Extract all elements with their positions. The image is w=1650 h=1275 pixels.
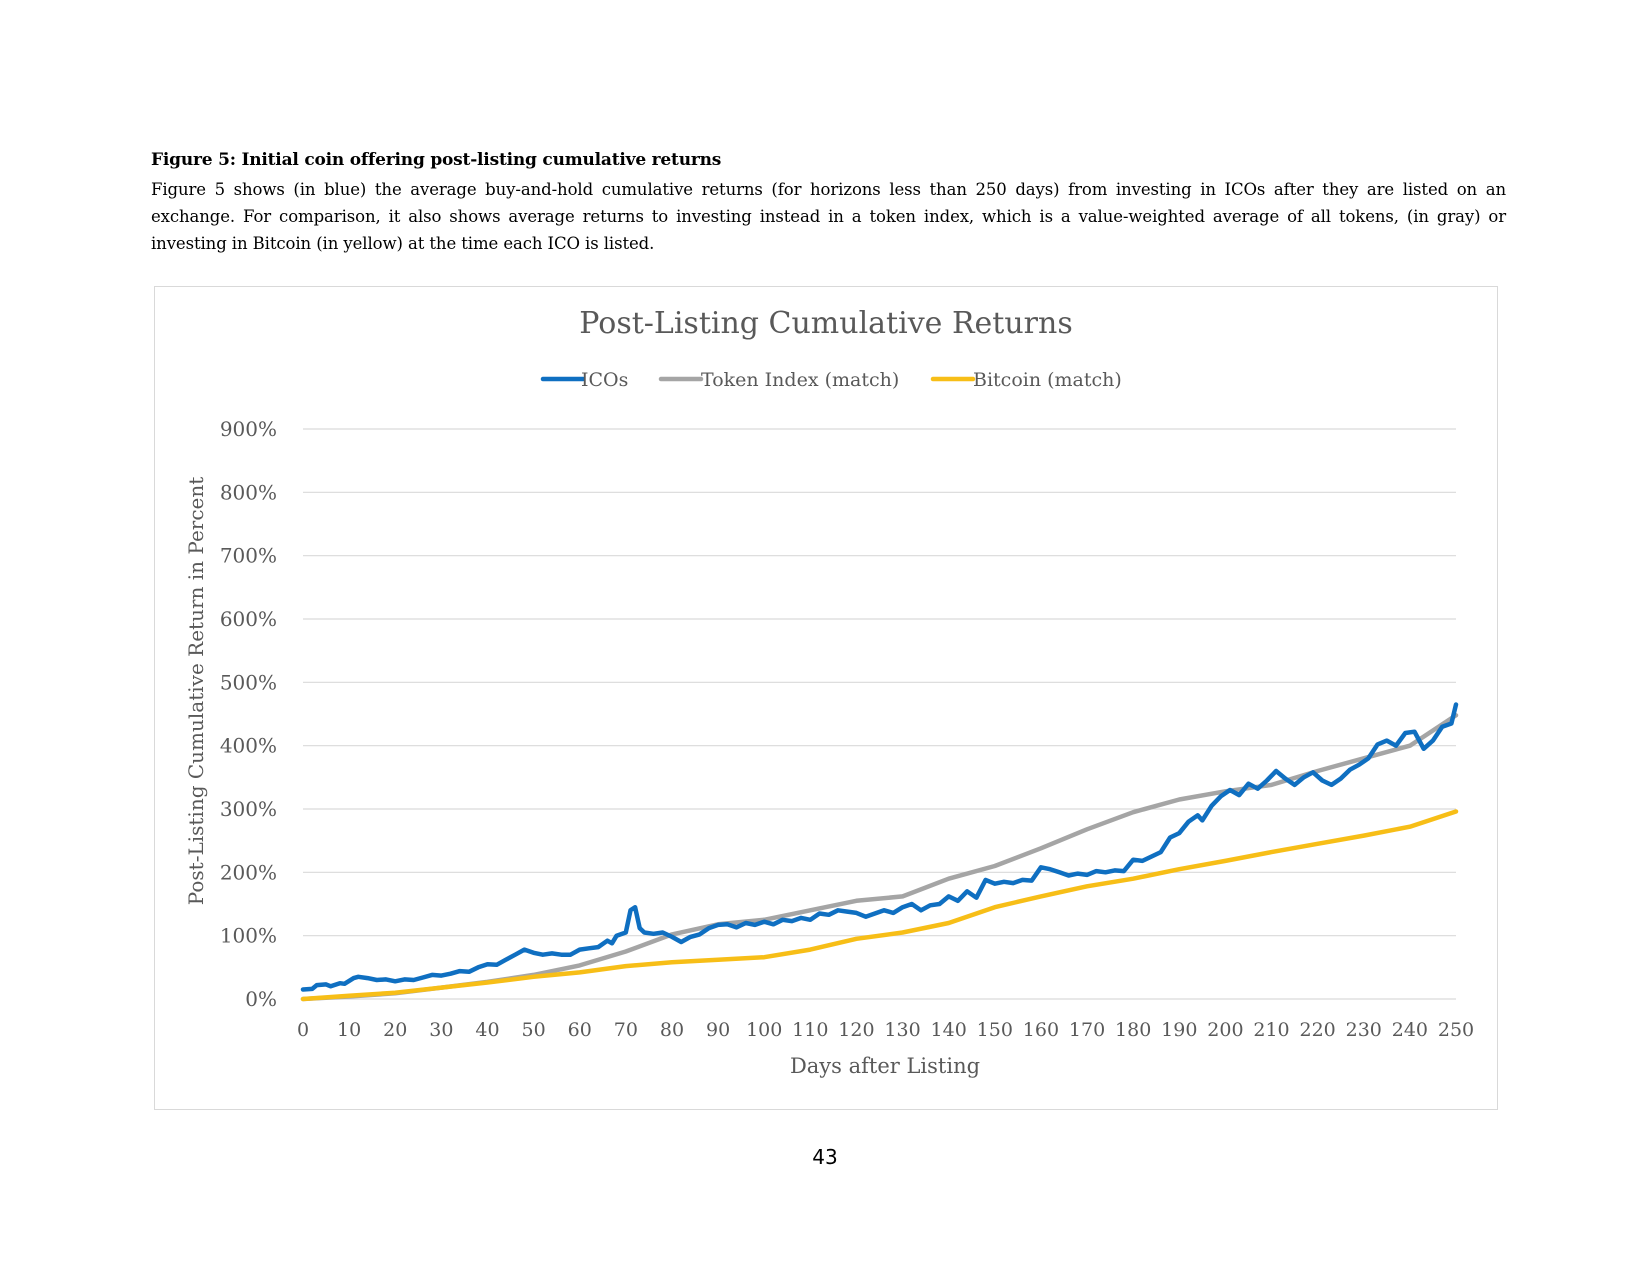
x-axis-label: Days after Listing	[790, 1054, 980, 1078]
x-tick-label: 0	[297, 1019, 309, 1041]
x-axis: 0 10 20 30 40 50 60 70 80 90 100 110 120 130 140 150 160…	[297, 1019, 1474, 1041]
y-tick-label: 100%	[220, 924, 277, 948]
x-tick-label: 80	[660, 1019, 684, 1041]
x-tick-label: 60	[568, 1019, 592, 1041]
y-tick-label: 900%	[220, 417, 277, 441]
x-tick-label: 180	[1115, 1019, 1151, 1041]
x-tick-label: 200	[1207, 1019, 1243, 1041]
y-tick-label: 500%	[220, 670, 277, 694]
x-tick-label: 30	[429, 1019, 453, 1041]
x-tick-label: 110	[792, 1019, 828, 1041]
x-tick-label: 20	[383, 1019, 407, 1041]
chart-frame: Post-Listing Cumulative Returns ICOs Toke…	[154, 286, 1498, 1110]
page-number: 43	[812, 1145, 838, 1169]
x-tick-label: 250	[1438, 1019, 1474, 1041]
series-line-icos	[300, 702, 1459, 992]
x-tick-label: 10	[337, 1019, 361, 1041]
figure-description: Figure 5 shows (in blue) the average buy…	[151, 180, 1506, 253]
y-axis-label: Post-Listing Cumulative Return in Percen…	[184, 477, 208, 906]
x-tick-label: 70	[614, 1019, 638, 1041]
x-tick-label: 240	[1392, 1019, 1428, 1041]
series-line-bitcoin	[300, 809, 1459, 1002]
y-tick-label: 800%	[220, 480, 277, 504]
x-tick-label: 50	[522, 1019, 546, 1041]
chart-legend: ICOs Token Index (match) Bitcoin (match)	[540, 369, 1122, 391]
chart-series	[300, 702, 1459, 1002]
y-tick-label: 700%	[220, 544, 277, 568]
x-tick-label: 230	[1346, 1019, 1382, 1041]
y-tick-label: 400%	[220, 734, 277, 758]
x-tick-label: 90	[706, 1019, 730, 1041]
legend-label: Bitcoin (match)	[973, 369, 1122, 391]
chart-title: Post-Listing Cumulative Returns	[579, 306, 1072, 341]
legend-label: Token Index (match)	[701, 369, 899, 391]
x-tick-label: 160	[1023, 1019, 1059, 1041]
x-tick-label: 100	[746, 1019, 782, 1041]
x-tick-label: 170	[1069, 1019, 1105, 1041]
figure-caption: Figure 5: Initial coin offering post-lis…	[151, 150, 1506, 257]
y-tick-label: 600%	[220, 607, 277, 631]
figure-title: Figure 5: Initial coin offering post-lis…	[151, 150, 722, 170]
x-tick-label: 190	[1161, 1019, 1197, 1041]
x-tick-label: 130	[884, 1019, 920, 1041]
y-tick-label: 200%	[220, 860, 277, 884]
legend-label: ICOs	[581, 369, 628, 391]
x-tick-label: 140	[931, 1019, 967, 1041]
x-tick-label: 40	[475, 1019, 499, 1041]
y-tick-label: 0%	[245, 987, 277, 1011]
x-tick-label: 150	[977, 1019, 1013, 1041]
x-tick-label: 120	[838, 1019, 874, 1041]
y-axis: 0% 100% 200% 300% 400% 500% 600% 700% 800% 900%	[220, 417, 277, 1011]
y-tick-label: 300%	[220, 797, 277, 821]
series-line-token-index	[300, 713, 1459, 1002]
line-chart: Post-Listing Cumulative Returns ICOs Toke…	[184, 306, 1474, 1078]
x-tick-label: 220	[1300, 1019, 1336, 1041]
x-tick-label: 210	[1253, 1019, 1289, 1041]
